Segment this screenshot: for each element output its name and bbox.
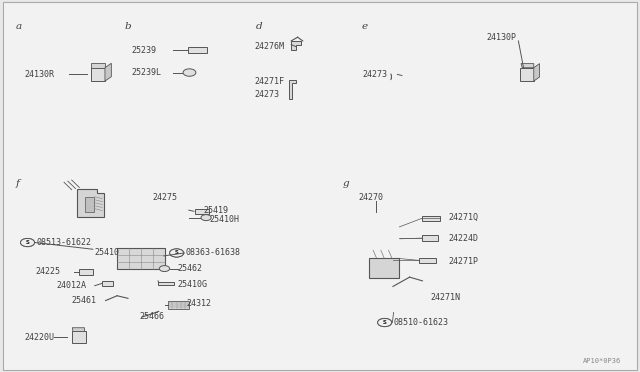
Text: S: S bbox=[383, 320, 387, 325]
Text: 08363-61638: 08363-61638 bbox=[186, 248, 241, 257]
Text: S: S bbox=[175, 250, 179, 256]
Text: 24271Q: 24271Q bbox=[448, 213, 478, 222]
Text: 24271F: 24271F bbox=[255, 77, 285, 86]
Bar bbox=[422, 216, 440, 221]
Polygon shape bbox=[72, 328, 84, 331]
Text: 08513-61622: 08513-61622 bbox=[36, 238, 92, 247]
Text: 24220U: 24220U bbox=[24, 333, 54, 342]
Polygon shape bbox=[289, 80, 296, 99]
Bar bbox=[188, 47, 207, 53]
Text: a: a bbox=[16, 22, 22, 31]
Text: b: b bbox=[125, 22, 131, 31]
Circle shape bbox=[20, 238, 35, 247]
Polygon shape bbox=[105, 63, 111, 81]
Text: 25239L: 25239L bbox=[131, 68, 161, 77]
Text: 24276M: 24276M bbox=[255, 42, 285, 51]
Polygon shape bbox=[291, 41, 301, 50]
Circle shape bbox=[183, 69, 196, 76]
Text: S: S bbox=[26, 240, 29, 245]
Text: 24130P: 24130P bbox=[486, 33, 516, 42]
Bar bbox=[195, 209, 209, 214]
Text: 24224D: 24224D bbox=[448, 234, 478, 243]
Circle shape bbox=[170, 249, 184, 257]
Text: 25410G: 25410G bbox=[178, 280, 208, 289]
Text: 24312: 24312 bbox=[187, 299, 212, 308]
Text: 24225: 24225 bbox=[35, 267, 60, 276]
Bar bbox=[369, 257, 399, 278]
Bar bbox=[168, 301, 189, 309]
Polygon shape bbox=[521, 64, 534, 68]
Bar bbox=[520, 68, 534, 81]
Text: AP10*0P36: AP10*0P36 bbox=[582, 358, 621, 364]
Text: 24275: 24275 bbox=[152, 193, 177, 202]
Text: 25410H: 25410H bbox=[210, 215, 240, 224]
Text: 25461: 25461 bbox=[72, 296, 97, 305]
Text: d: d bbox=[256, 22, 262, 31]
Text: 25462: 25462 bbox=[178, 264, 203, 273]
Bar bbox=[422, 235, 438, 241]
Bar bbox=[159, 282, 175, 285]
Text: 25410: 25410 bbox=[95, 248, 120, 257]
Text: S: S bbox=[175, 250, 179, 256]
Bar bbox=[102, 281, 113, 286]
Circle shape bbox=[201, 215, 211, 221]
Text: 24130R: 24130R bbox=[24, 70, 54, 79]
Text: 24271N: 24271N bbox=[430, 293, 460, 302]
Text: 24012A: 24012A bbox=[56, 281, 86, 290]
Polygon shape bbox=[77, 189, 104, 217]
Polygon shape bbox=[534, 64, 540, 81]
Text: e: e bbox=[362, 22, 368, 31]
Text: S: S bbox=[26, 240, 29, 245]
Text: 25419: 25419 bbox=[204, 206, 228, 215]
Text: f: f bbox=[16, 179, 20, 187]
Text: 08510-61623: 08510-61623 bbox=[394, 318, 449, 327]
Circle shape bbox=[159, 266, 170, 272]
Polygon shape bbox=[91, 63, 105, 68]
Bar bbox=[419, 258, 436, 263]
Bar bbox=[91, 68, 105, 81]
Text: 24273: 24273 bbox=[255, 90, 280, 99]
Bar bbox=[85, 197, 95, 212]
Bar bbox=[116, 248, 165, 269]
Text: S: S bbox=[383, 320, 387, 325]
Text: 24271P: 24271P bbox=[448, 257, 478, 266]
Bar bbox=[72, 331, 86, 343]
Text: 25239: 25239 bbox=[131, 46, 156, 55]
Circle shape bbox=[378, 318, 392, 327]
Bar bbox=[79, 269, 93, 275]
Text: g: g bbox=[342, 179, 349, 187]
Circle shape bbox=[20, 238, 35, 247]
Text: 25466: 25466 bbox=[140, 312, 164, 321]
Circle shape bbox=[378, 318, 392, 327]
Circle shape bbox=[170, 249, 184, 257]
Text: 24270: 24270 bbox=[358, 193, 383, 202]
Text: 24273: 24273 bbox=[363, 70, 388, 79]
